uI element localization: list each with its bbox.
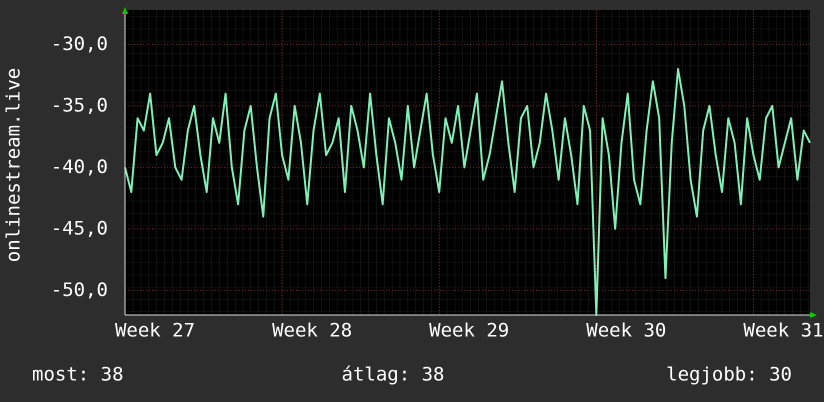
footer-stat: most: 38: [32, 364, 124, 386]
x-tick-label: Week 28: [272, 320, 352, 342]
minor-grid: [125, 10, 810, 315]
y-tick-label: -40,0: [51, 156, 108, 178]
footer-stat: átlag: 38: [342, 364, 445, 386]
x-arrow: [810, 312, 817, 318]
y-arrow: [122, 7, 128, 14]
y-tick-label: -35,0: [51, 94, 108, 116]
y-tick-label: -45,0: [51, 217, 108, 239]
y-tick-label: -30,0: [51, 33, 108, 55]
lines: [124, 68, 811, 316]
x-tick-label: Week 29: [429, 320, 509, 342]
y-axis-label: onlinestream.live: [3, 68, 25, 262]
y-tick-label: -50,0: [51, 279, 108, 301]
x-tick-label: Week 31: [743, 320, 823, 342]
footer-stat: legjobb: 30: [666, 364, 792, 386]
x-tick-label: Week 27: [115, 320, 195, 342]
data-line: [124, 68, 811, 316]
grid: [124, 10, 810, 315]
x-tick-label: Week 30: [586, 320, 666, 342]
